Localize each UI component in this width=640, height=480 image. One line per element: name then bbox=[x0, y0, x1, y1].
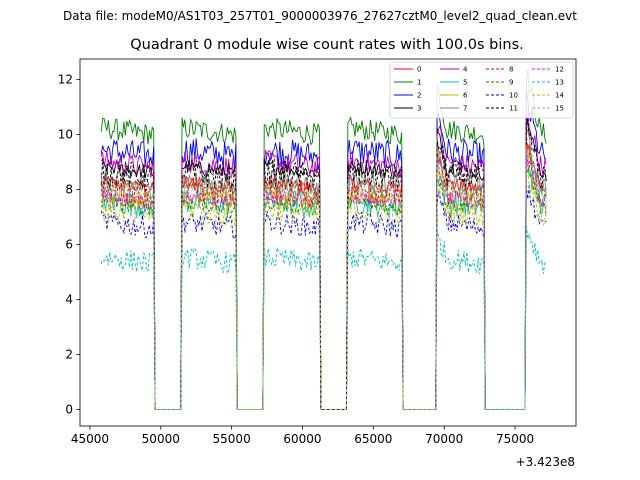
x-tick-label: 65000 bbox=[354, 432, 392, 446]
suptitle: Data file: modeM0/AS1T03_257T01_90000039… bbox=[63, 9, 577, 23]
y-tick-label: 2 bbox=[65, 348, 73, 362]
x-tick-label: 50000 bbox=[142, 432, 180, 446]
legend-box bbox=[389, 61, 574, 119]
legend-label-1: 1 bbox=[417, 79, 421, 87]
series-line-11 bbox=[100, 116, 547, 410]
legend-label-13: 13 bbox=[555, 79, 564, 87]
series-line-15 bbox=[100, 147, 547, 410]
series-line-13 bbox=[100, 226, 547, 410]
legend-label-0: 0 bbox=[417, 66, 421, 74]
legend-label-11: 11 bbox=[509, 105, 518, 113]
x-offset-label: +3.423e8 bbox=[516, 455, 575, 469]
legend-label-9: 9 bbox=[509, 79, 513, 87]
x-tick-label: 45000 bbox=[71, 432, 109, 446]
legend-label-5: 5 bbox=[463, 79, 467, 87]
x-tick-label: 75000 bbox=[496, 432, 534, 446]
legend-label-12: 12 bbox=[555, 66, 564, 74]
y-tick-label: 4 bbox=[65, 293, 73, 307]
chart-title: Quadrant 0 module wise count rates with … bbox=[130, 37, 524, 53]
legend-label-14: 14 bbox=[555, 92, 564, 100]
legend-label-3: 3 bbox=[417, 105, 421, 113]
plot-area: 45000 50000 55000 60000 65000 70000 75000 0 2 4 6 8… bbox=[58, 58, 577, 446]
series-group bbox=[100, 69, 547, 410]
x-tick-label: 60000 bbox=[283, 432, 321, 446]
y-tick-label: 12 bbox=[58, 73, 73, 87]
legend-label-4: 4 bbox=[463, 66, 468, 74]
y-tick-label: 6 bbox=[65, 238, 73, 252]
y-tick-label: 10 bbox=[58, 128, 73, 142]
legend-label-2: 2 bbox=[417, 92, 421, 100]
x-tick-label: 70000 bbox=[425, 432, 463, 446]
legend-label-7: 7 bbox=[463, 105, 467, 113]
legend-label-6: 6 bbox=[463, 92, 468, 100]
axes-frame bbox=[79, 58, 577, 427]
y-tick-label: 8 bbox=[65, 183, 73, 197]
legend-label-15: 15 bbox=[555, 105, 564, 113]
legend-label-8: 8 bbox=[509, 66, 513, 74]
y-tick-label: 0 bbox=[65, 403, 73, 417]
x-tick-label: 55000 bbox=[213, 432, 251, 446]
legend-label-10: 10 bbox=[509, 92, 518, 100]
